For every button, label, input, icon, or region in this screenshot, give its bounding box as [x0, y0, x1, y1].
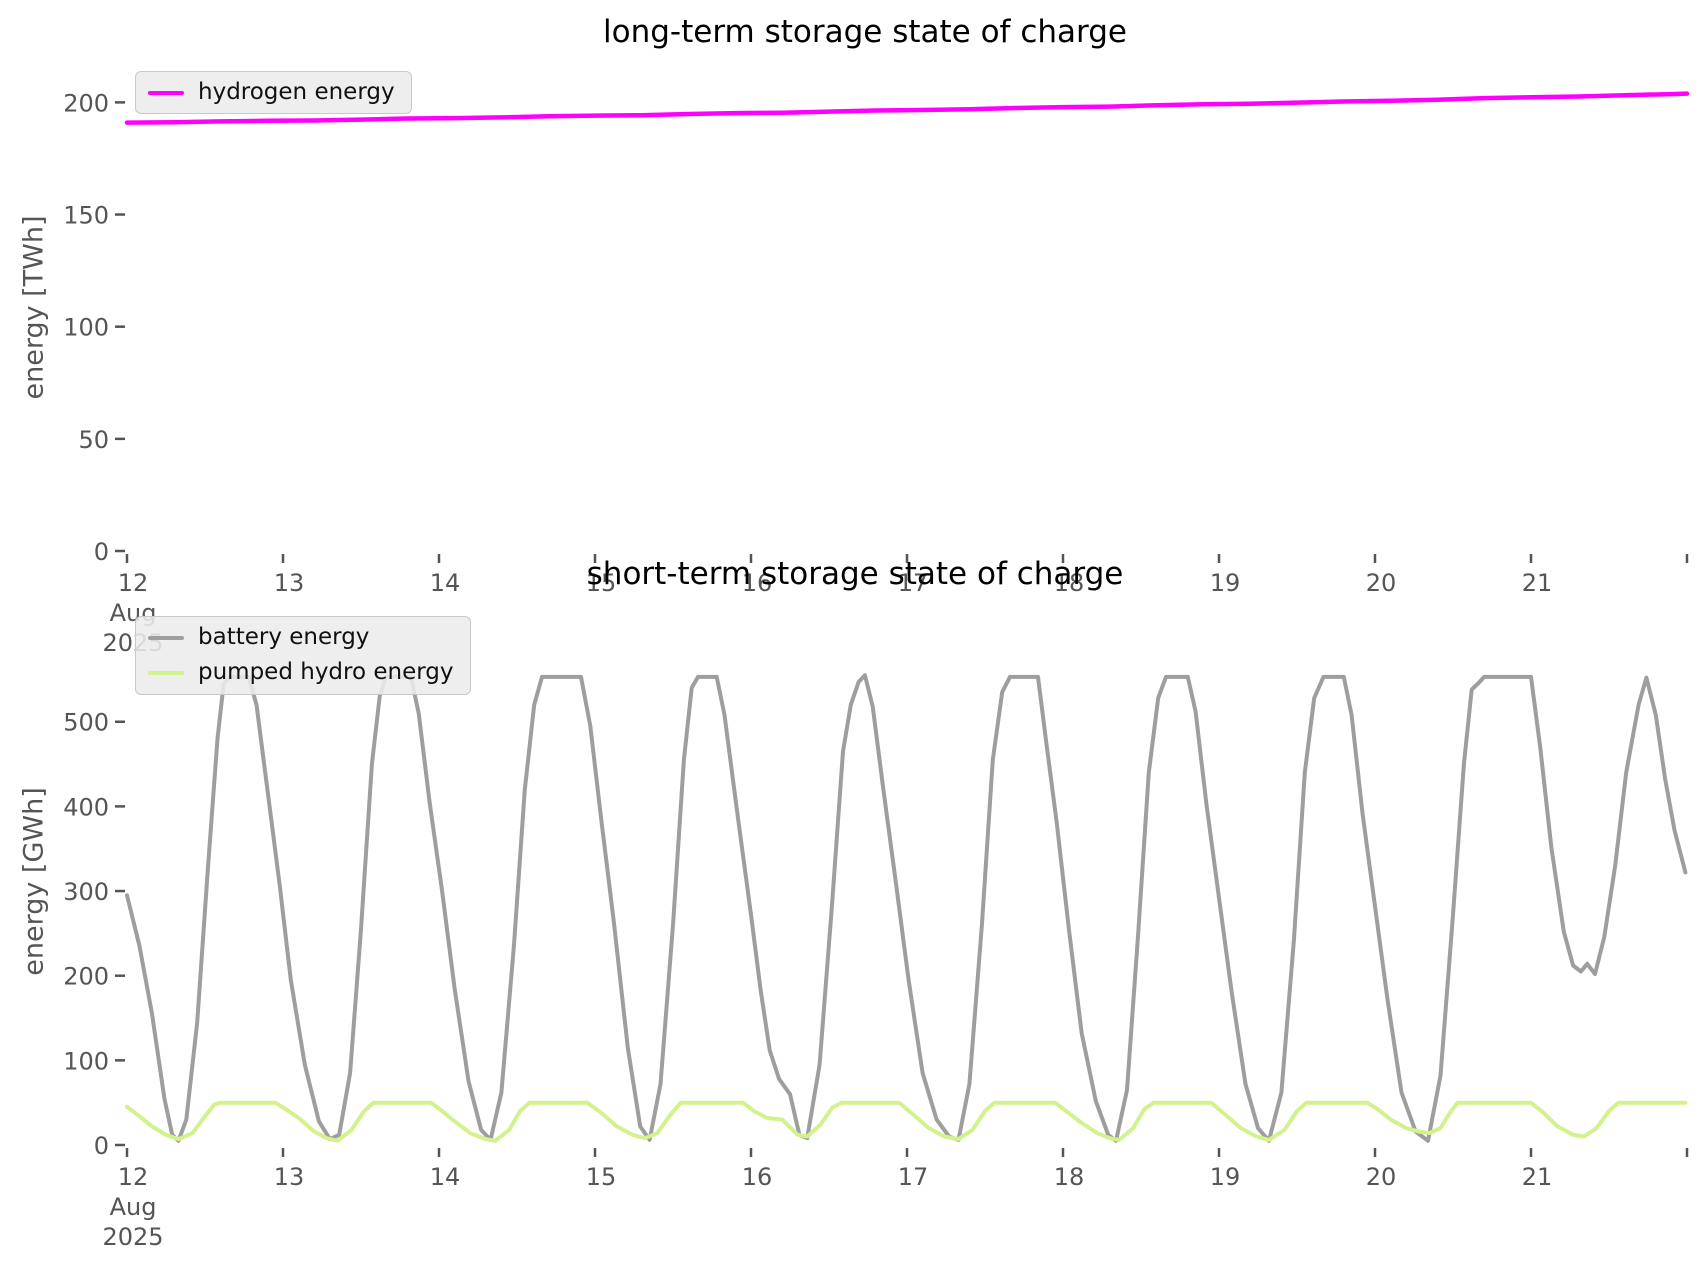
y-tick-label: 500 [63, 709, 109, 737]
legend-item: battery energy [148, 624, 454, 650]
x-tick-label: 16 [742, 569, 773, 597]
y-tick-label: 200 [63, 963, 109, 991]
y-tick-label: 0 [94, 1132, 109, 1160]
legend-label: pumped hydro energy [198, 659, 454, 686]
y-tick-label: 0 [94, 538, 109, 566]
chart-1-legend: hydrogen energy [135, 71, 412, 115]
y-tick-label: 100 [63, 314, 109, 342]
x-tick-label: 14 [430, 569, 461, 597]
x-tick-label: 13 [274, 569, 305, 597]
x-tick-label: 21 [1522, 1163, 1553, 1191]
y-tick-label: 100 [63, 1047, 109, 1075]
x-tick-label: 20 [1366, 1163, 1397, 1191]
y-tick-label: 200 [63, 89, 109, 117]
chart-1-ylabel: energy [TWh] [18, 215, 50, 400]
hydrogen-energy-line [124, 91, 1690, 125]
year-label: 2025 [102, 1223, 163, 1251]
chart-2-ylabel: energy [GWh] [18, 787, 50, 976]
x-tick-label: 15 [586, 1163, 617, 1191]
y-tick-label: 150 [63, 202, 109, 230]
pumped-hydro-energy-line-swatch [148, 670, 184, 675]
x-tick-label: 13 [274, 1163, 305, 1191]
x-tick-label: 14 [430, 1163, 461, 1191]
legend-label: hydrogen energy [198, 79, 395, 105]
x-tick-label: 21 [1522, 569, 1553, 597]
chart-2-title: short-term storage state of charge [586, 556, 1124, 592]
x-tick-label: 12 [118, 1163, 149, 1191]
x-tick-label: 16 [742, 1163, 773, 1191]
battery-energy-line-swatch [148, 635, 184, 640]
x-tick-label: 18 [1054, 1163, 1085, 1191]
pumped-hydro-energy-line [125, 1100, 1688, 1143]
x-tick-label: 18 [1054, 569, 1085, 597]
x-tick-label: 20 [1366, 569, 1397, 597]
hydrogen-energy-line-swatch [148, 90, 184, 95]
x-tick-label: 17 [898, 569, 929, 597]
month-label: Aug [110, 1193, 157, 1221]
chart-2-legend: battery energy pumped hydro energy [135, 616, 471, 695]
y-tick-label: 300 [63, 878, 109, 906]
y-tick-label: 400 [63, 793, 109, 821]
x-tick-label: 15 [586, 569, 617, 597]
chart-1-title: long-term storage state of charge [603, 14, 1127, 50]
x-tick-label: 19 [1210, 569, 1241, 597]
battery-energy-line [125, 673, 1688, 1143]
x-tick-label: 12 [118, 569, 149, 597]
y-tick-label: 50 [78, 426, 109, 454]
legend-item: hydrogen energy [148, 79, 395, 105]
x-tick-label: 19 [1210, 1163, 1241, 1191]
x-tick-label: 17 [898, 1163, 929, 1191]
legend-label: battery energy [198, 624, 370, 650]
legend-item: pumped hydro energy [148, 659, 454, 686]
